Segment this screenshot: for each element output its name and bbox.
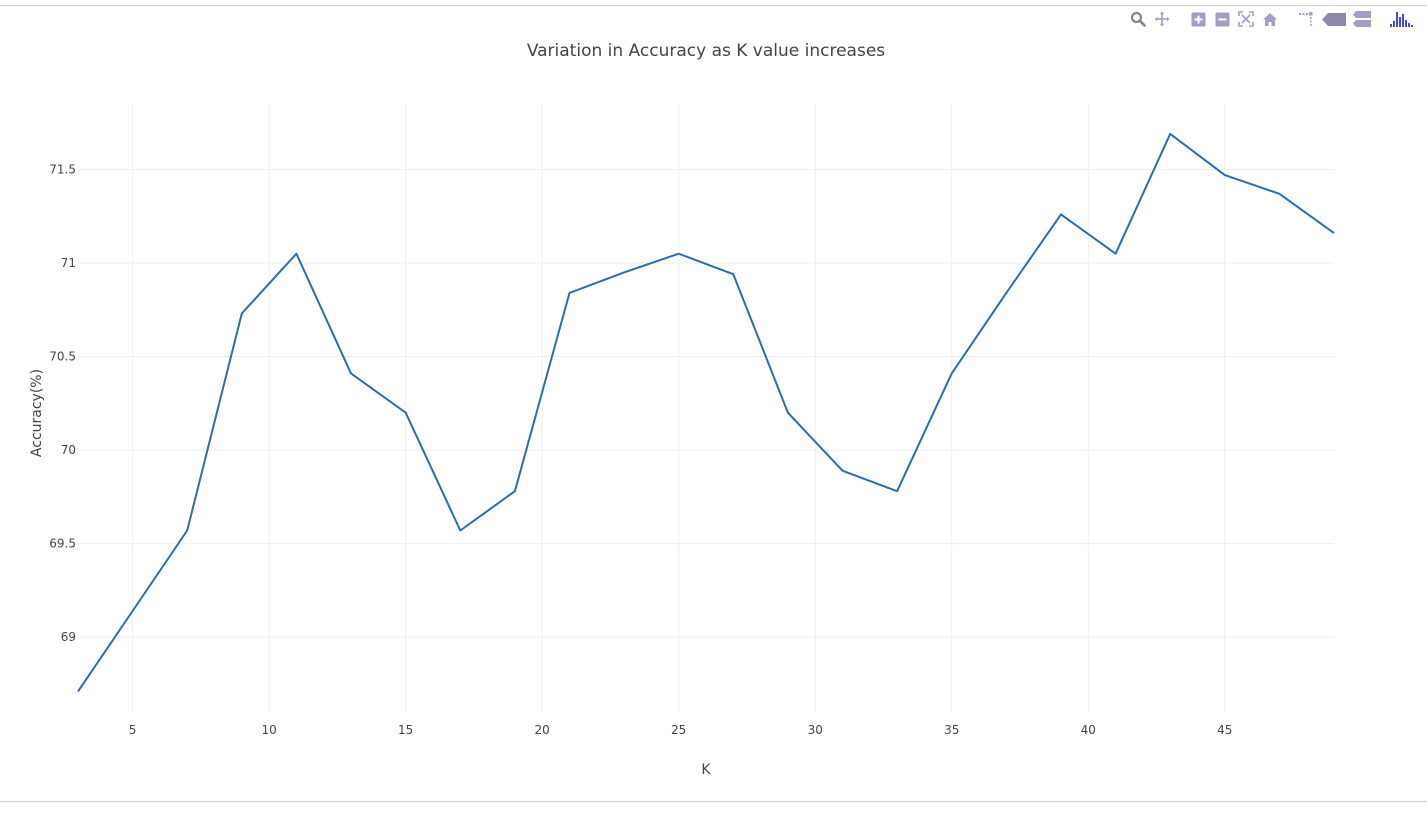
data-point[interactable] — [676, 251, 682, 257]
x-tick-label: 10 — [261, 723, 276, 737]
data-point[interactable] — [730, 271, 736, 277]
hover-closest-button[interactable] — [1321, 10, 1347, 28]
y-tick-label: 69 — [61, 630, 76, 644]
data-point[interactable] — [239, 311, 245, 317]
y-axis-label: Accuracy(%) — [29, 369, 45, 457]
reset-axes-icon — [1263, 12, 1277, 26]
x-tick-label: 30 — [808, 723, 823, 737]
x-tick-label: 20 — [535, 723, 550, 737]
data-point[interactable] — [1058, 211, 1064, 217]
series-group — [75, 131, 1337, 694]
data-point[interactable] — [1113, 251, 1119, 257]
spike-lines-button[interactable] — [1297, 10, 1315, 28]
data-point[interactable] — [566, 290, 572, 296]
plotly-logo-icon — [1390, 12, 1413, 27]
x-tick-label: 5 — [129, 723, 137, 737]
grid — [78, 104, 1334, 712]
plot-container — [0, 5, 1427, 802]
data-point[interactable] — [403, 410, 409, 416]
data-point[interactable] — [75, 688, 81, 694]
hover-compare-button[interactable] — [1353, 10, 1371, 28]
pan-icon — [1154, 11, 1170, 27]
x-tick-label: 35 — [944, 723, 959, 737]
pan-button[interactable] — [1153, 10, 1171, 28]
hover-compare-icon — [1353, 11, 1371, 27]
zoom-in-icon — [1191, 12, 1205, 26]
zoom-icon — [1130, 11, 1146, 27]
data-point[interactable] — [512, 488, 518, 494]
y-tick-label: 69.5 — [49, 537, 76, 551]
data-point[interactable] — [1331, 230, 1337, 236]
x-axis-label: K — [701, 762, 711, 778]
chart-title: Variation in Accuracy as K value increas… — [527, 41, 885, 61]
x-tick-label: 40 — [1081, 723, 1096, 737]
data-point[interactable] — [130, 608, 136, 614]
data-point[interactable] — [1003, 290, 1009, 296]
data-point[interactable] — [840, 468, 846, 474]
data-point[interactable] — [457, 528, 463, 534]
y-axis-ticks: 69 69.5 70 70.5 71 71.5 — [49, 162, 76, 644]
data-point[interactable] — [184, 528, 190, 534]
data-point[interactable] — [293, 251, 299, 257]
modebar — [1129, 10, 1415, 28]
autoscale-icon — [1238, 11, 1254, 27]
data-point[interactable] — [894, 488, 900, 494]
x-tick-label: 45 — [1217, 723, 1232, 737]
zoom-out-button[interactable] — [1213, 10, 1231, 28]
x-tick-label: 25 — [671, 723, 686, 737]
hover-closest-icon — [1322, 12, 1346, 26]
data-point[interactable] — [1222, 172, 1228, 178]
data-point[interactable] — [949, 370, 955, 376]
data-point[interactable] — [785, 410, 791, 416]
series-line[interactable] — [77, 132, 1335, 692]
x-tick-label: 15 — [398, 723, 413, 737]
y-tick-label: 71.5 — [49, 162, 76, 176]
data-point[interactable] — [1276, 191, 1282, 197]
y-tick-label: 70 — [61, 443, 76, 457]
data-point[interactable] — [348, 370, 354, 376]
reset-axes-button[interactable] — [1261, 10, 1279, 28]
zoom-button[interactable] — [1129, 10, 1147, 28]
spike-lines-icon — [1299, 12, 1313, 26]
x-axis-ticks: 5 10 15 20 25 30 35 40 45 — [129, 723, 1233, 737]
y-tick-label: 71 — [61, 256, 76, 270]
zoom-in-button[interactable] — [1189, 10, 1207, 28]
data-point[interactable] — [621, 269, 627, 275]
autoscale-button[interactable] — [1237, 10, 1255, 28]
plotly-logo-button[interactable] — [1389, 10, 1415, 28]
data-point[interactable] — [1167, 131, 1173, 137]
y-tick-label: 70.5 — [49, 350, 76, 364]
zoom-out-icon — [1215, 12, 1229, 26]
